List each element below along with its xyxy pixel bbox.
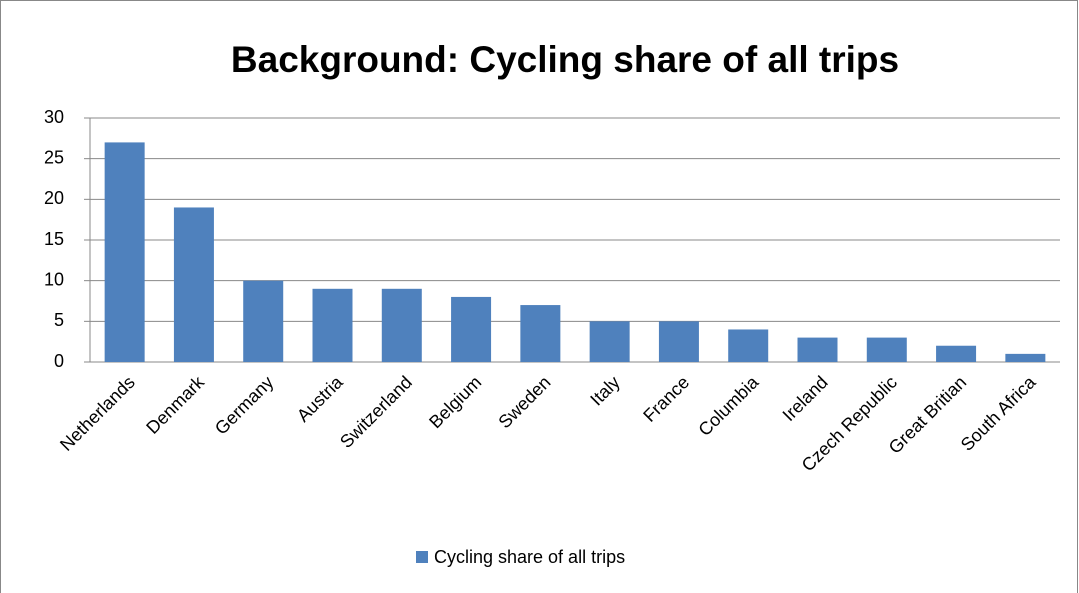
y-tick-label: 5 [54, 310, 64, 330]
bar [797, 337, 838, 362]
legend-label: Cycling share of all trips [434, 547, 625, 567]
bar [381, 288, 422, 362]
bar [451, 296, 492, 362]
bar [520, 305, 561, 362]
y-tick-label: 25 [44, 147, 64, 167]
bar [728, 329, 769, 362]
y-tick-label: 0 [54, 351, 64, 371]
chart-title: Background: Cycling share of all trips [231, 39, 899, 80]
bar [658, 321, 699, 362]
bar [1005, 353, 1046, 362]
bar [312, 288, 353, 362]
y-tick-label: 20 [44, 188, 64, 208]
bar [866, 337, 907, 362]
bar [173, 207, 214, 362]
bar [243, 280, 284, 362]
bar [936, 345, 977, 362]
bar [104, 142, 145, 362]
bar [589, 321, 630, 362]
y-tick-label: 30 [44, 107, 64, 127]
y-tick-label: 15 [44, 229, 64, 249]
y-tick-label: 10 [44, 269, 64, 289]
legend-swatch [416, 551, 428, 563]
